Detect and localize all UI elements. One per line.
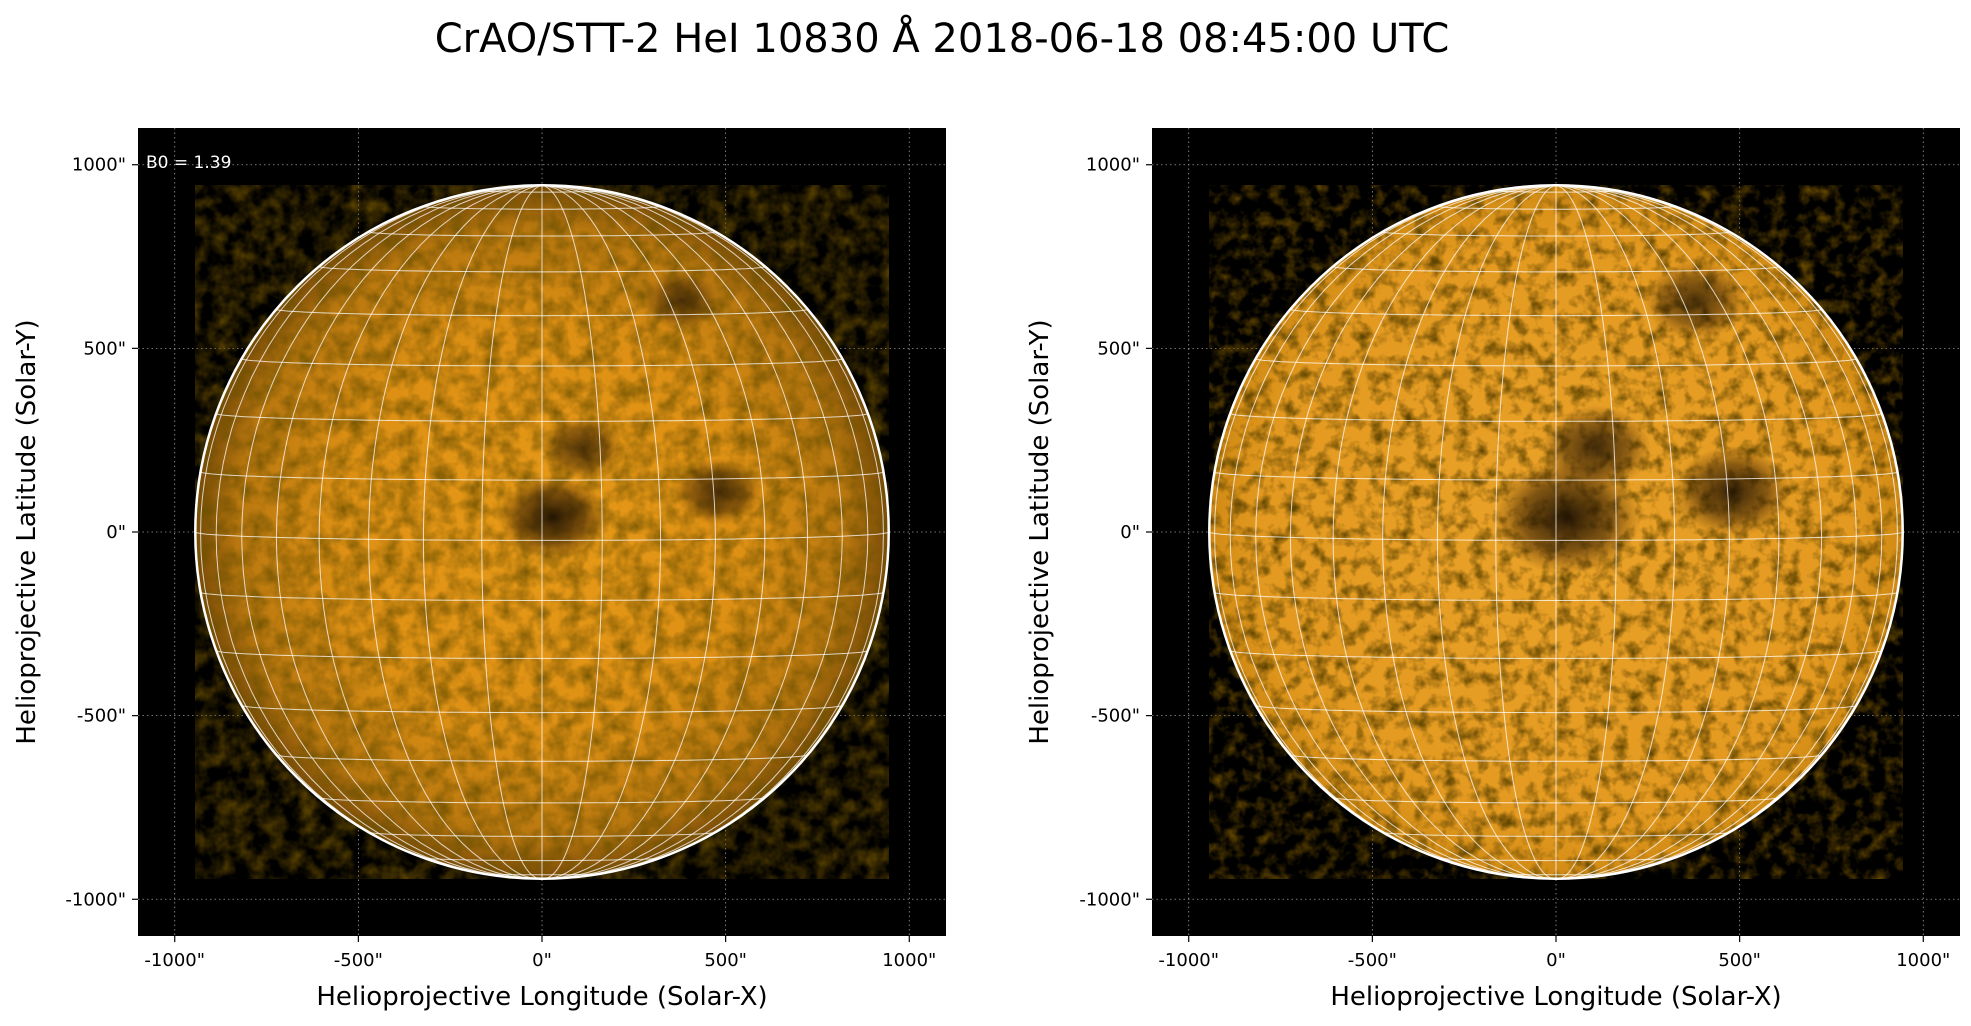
parallel-line bbox=[318, 266, 766, 273]
x-tick-label: 0" bbox=[1546, 950, 1566, 971]
y-tick-label: 1000" bbox=[1086, 155, 1140, 176]
x-tick-label: -500" bbox=[1348, 950, 1397, 971]
parallel-line bbox=[276, 308, 808, 317]
y-ticks-right: 1000" 500" 0" -500" -1000" bbox=[1079, 155, 1152, 910]
filament-north bbox=[1644, 261, 1747, 340]
y-tick-label: 0" bbox=[1120, 522, 1140, 543]
y-tick-label: -500" bbox=[1091, 706, 1140, 727]
x-ticks-right: -1000" -500" 0" 500" 1000" bbox=[1158, 936, 1950, 971]
parallel-line bbox=[200, 471, 884, 481]
parallel-line bbox=[1382, 831, 1730, 837]
y-tick-label: 500" bbox=[83, 338, 126, 359]
parallel-line bbox=[318, 797, 766, 804]
panel-right: -1000" -500" 0" 500" 1000" 1000"500"0"-500"-… bbox=[1025, 128, 1960, 1012]
y-tick-label: -500" bbox=[77, 706, 126, 727]
parallel-line bbox=[194, 531, 890, 541]
parallel-line bbox=[1495, 190, 1617, 193]
x-tick-label: -500" bbox=[334, 950, 383, 971]
y-axis-label-right: Helioprojective Latitude (Solar-Y) bbox=[1025, 319, 1055, 744]
parallel-line bbox=[1290, 308, 1822, 317]
parallel-line bbox=[481, 190, 603, 193]
y-tick-label: -1000" bbox=[1079, 889, 1140, 910]
parallel-line bbox=[1382, 231, 1730, 237]
parallel-line bbox=[215, 413, 869, 422]
x-axis-label-left: Helioprojective Longitude (Solar-X) bbox=[316, 982, 767, 1012]
y-tick-label: 0" bbox=[106, 522, 126, 543]
x-tick-label: 500" bbox=[704, 950, 747, 971]
parallel-line bbox=[1229, 413, 1883, 422]
y-axis-label-left: Helioprojective Latitude (Solar-Y) bbox=[12, 319, 42, 744]
x-axis-label-right: Helioprojective Longitude (Solar-X) bbox=[1330, 982, 1781, 1012]
parallel-line bbox=[1214, 591, 1898, 601]
parallel-line bbox=[368, 231, 716, 237]
x-tick-label: 1000" bbox=[882, 950, 936, 971]
features-right bbox=[1492, 261, 1791, 575]
limb-circle-right bbox=[1208, 184, 1904, 880]
parallel-line bbox=[368, 831, 716, 837]
parallel-line bbox=[1208, 531, 1904, 541]
plage-north bbox=[541, 416, 623, 479]
filament-north bbox=[643, 271, 720, 330]
panel-left: B0 = 1.39 -1000" -500" 0" 500" 1000" 1000" 50… bbox=[12, 128, 946, 1012]
b0-annotation: B0 = 1.39 bbox=[146, 153, 231, 173]
plage-north bbox=[1541, 405, 1652, 490]
parallel-line bbox=[423, 857, 661, 862]
parallel-line bbox=[276, 754, 808, 762]
x-tick-label: -1000" bbox=[1158, 950, 1219, 971]
y-tick-label: -1000" bbox=[65, 889, 126, 910]
parallel-line bbox=[1332, 797, 1780, 804]
y-tick-label: 500" bbox=[1097, 338, 1140, 359]
parallel-line bbox=[1255, 358, 1857, 367]
parallel-line bbox=[1229, 650, 1883, 659]
figure-title: CrAO/STT-2 HeI 10830 Å 2018-06-18 08:45:… bbox=[435, 14, 1450, 62]
y-ticks-left: 1000" 500" 0" -500" -1000" bbox=[65, 155, 138, 910]
parallel-line bbox=[241, 358, 843, 367]
parallel-line bbox=[1255, 704, 1857, 714]
x-ticks-left: -1000" -500" 0" 500" 1000" bbox=[144, 936, 936, 971]
parallel-line bbox=[1290, 754, 1822, 762]
x-tick-label: 0" bbox=[532, 950, 552, 971]
parallel-line bbox=[241, 704, 843, 714]
parallel-line bbox=[215, 650, 869, 659]
central-active-region bbox=[498, 475, 608, 560]
limb-circle-left bbox=[194, 184, 890, 880]
parallel-line bbox=[1332, 266, 1780, 273]
parallel-line bbox=[1437, 857, 1675, 862]
x-tick-label: 500" bbox=[1718, 950, 1761, 971]
x-tick-label: -1000" bbox=[144, 950, 205, 971]
active-region-east bbox=[1673, 446, 1791, 537]
parallel-line bbox=[1214, 471, 1898, 481]
parallel-line bbox=[423, 205, 661, 210]
parallel-line bbox=[1437, 205, 1675, 210]
x-tick-label: 1000" bbox=[1896, 950, 1950, 971]
active-region-east bbox=[674, 458, 762, 526]
y-tick-label: 1000" bbox=[72, 155, 126, 176]
parallel-line bbox=[200, 591, 884, 601]
